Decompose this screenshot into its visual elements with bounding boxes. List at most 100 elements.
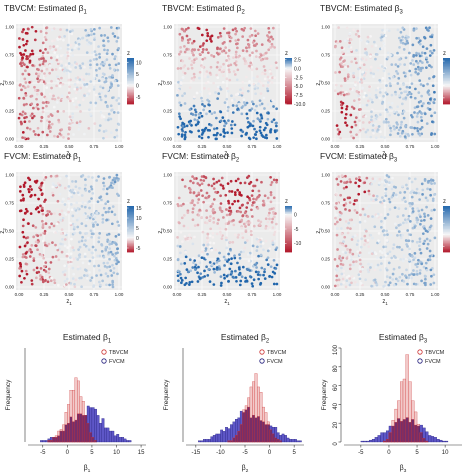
- data-point: [67, 207, 70, 211]
- data-point: [67, 132, 70, 136]
- data-point: [43, 241, 47, 245]
- data-point: [227, 258, 231, 262]
- data-point: [239, 181, 242, 185]
- data-point: [77, 127, 81, 131]
- data-point: [105, 187, 109, 191]
- data-point: [214, 91, 217, 94]
- data-point: [82, 78, 86, 81]
- data-point: [247, 67, 251, 71]
- data-point: [76, 80, 79, 84]
- data-point: [234, 275, 238, 279]
- data-point: [430, 114, 433, 118]
- data-point: [430, 274, 433, 278]
- data-point: [89, 229, 93, 233]
- data-point: [216, 47, 219, 51]
- fvcm-bar: [40, 440, 43, 443]
- data-point: [385, 239, 389, 242]
- data-point: [49, 261, 53, 264]
- data-point: [89, 104, 93, 107]
- data-point: [94, 220, 97, 224]
- data-point: [259, 240, 263, 244]
- data-point: [370, 252, 374, 256]
- data-point: [47, 271, 51, 275]
- data-point: [108, 67, 112, 70]
- data-point: [364, 239, 367, 242]
- data-point: [241, 35, 245, 38]
- data-point: [85, 72, 88, 76]
- x-tick-label: 0: [66, 450, 70, 456]
- data-point: [193, 118, 197, 121]
- colorbar-segment: [127, 65, 134, 68]
- data-point: [201, 131, 205, 135]
- data-point: [352, 202, 356, 206]
- data-point: [38, 57, 41, 61]
- colorbar-segment: [127, 250, 134, 253]
- data-point: [239, 250, 243, 254]
- data-point: [19, 83, 22, 86]
- colorbar-segment: [443, 250, 450, 253]
- data-point: [431, 197, 435, 201]
- data-point: [91, 245, 95, 249]
- data-point: [355, 177, 358, 181]
- data-point: [360, 38, 363, 42]
- data-point: [275, 263, 279, 267]
- data-point: [204, 247, 208, 250]
- data-point: [208, 245, 212, 249]
- data-point: [206, 51, 210, 55]
- data-point: [209, 215, 212, 218]
- data-point: [61, 237, 64, 241]
- data-point: [186, 226, 190, 230]
- data-point: [346, 247, 349, 251]
- data-point: [341, 277, 345, 281]
- data-point: [47, 115, 51, 118]
- data-point: [67, 199, 70, 203]
- data-point: [407, 214, 411, 218]
- data-point: [426, 90, 430, 94]
- data-point: [115, 128, 119, 132]
- data-point: [38, 185, 42, 189]
- data-point: [275, 180, 278, 184]
- data-point: [253, 108, 257, 112]
- data-point: [338, 130, 342, 134]
- data-point: [188, 86, 192, 90]
- colorbar-segment: [285, 96, 292, 99]
- data-point: [414, 70, 418, 74]
- data-point: [245, 267, 249, 271]
- data-point: [359, 213, 362, 217]
- data-point: [201, 230, 205, 234]
- data-point: [429, 49, 432, 53]
- data-point: [251, 51, 254, 55]
- y-tick-label: 0.50: [321, 81, 330, 86]
- x-axis-label: β2: [242, 465, 249, 474]
- panel-title-symbol: β: [237, 3, 242, 13]
- data-point: [88, 108, 91, 112]
- overlap-bar: [402, 419, 406, 443]
- data-point: [268, 70, 272, 73]
- data-point: [383, 223, 386, 227]
- data-point: [263, 270, 266, 274]
- data-point: [71, 97, 75, 101]
- data-point: [40, 93, 44, 96]
- fvcm-bar: [215, 433, 219, 443]
- data-point: [234, 39, 238, 42]
- y-axis-label-sub: 2: [2, 228, 7, 231]
- data-point: [116, 179, 120, 182]
- colorbar-segment: [443, 96, 450, 99]
- data-point: [368, 97, 372, 100]
- data-point: [21, 56, 24, 60]
- data-point: [390, 93, 394, 97]
- data-point: [216, 76, 220, 79]
- x-tick-label: 1.00: [115, 292, 124, 297]
- fvcm-bar: [99, 423, 102, 443]
- data-point: [335, 193, 338, 197]
- fvcm-bar: [118, 437, 122, 443]
- colorbar-segment: [127, 62, 134, 65]
- data-point: [24, 207, 28, 211]
- data-point: [264, 224, 268, 228]
- data-point: [384, 194, 388, 198]
- data-point: [266, 256, 270, 260]
- data-point: [39, 233, 43, 237]
- data-point: [189, 79, 193, 83]
- data-point: [192, 39, 196, 43]
- data-point: [65, 28, 69, 32]
